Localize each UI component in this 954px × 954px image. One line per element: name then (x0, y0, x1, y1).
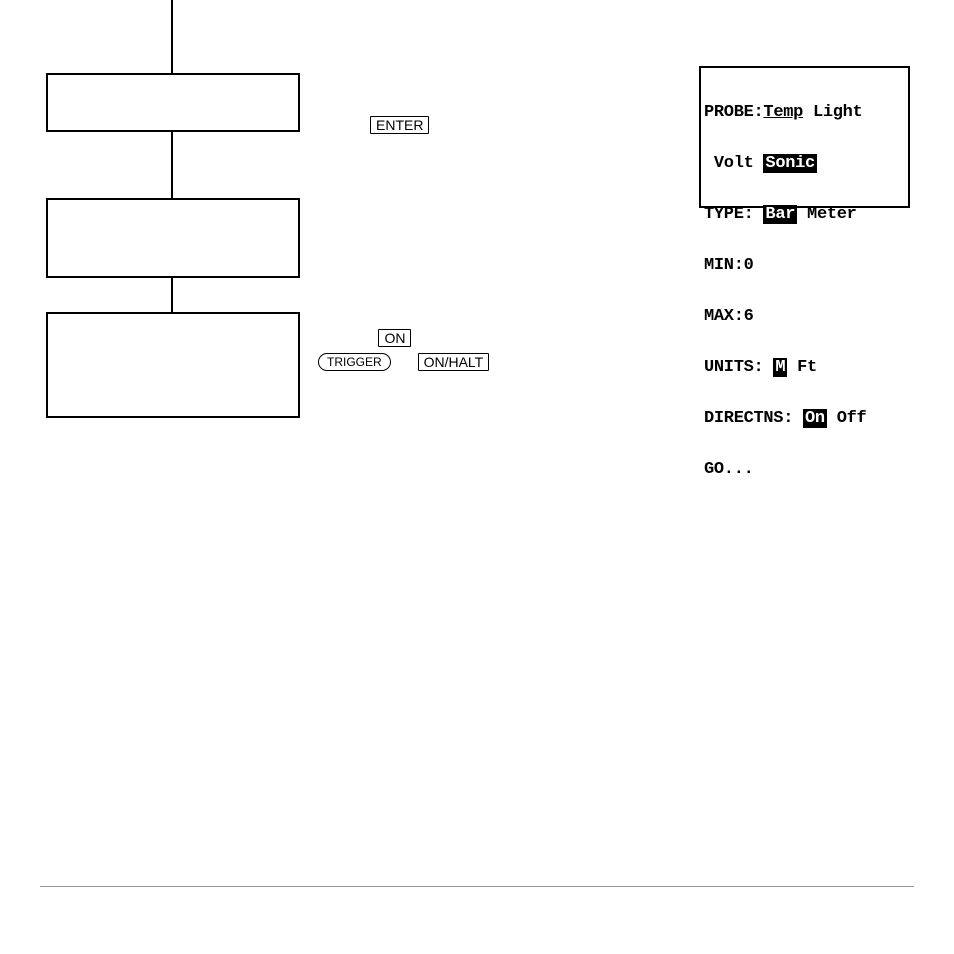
lcd-row-6: UNITS: M Ft (704, 359, 905, 376)
page-root: ENTER ON TRIGGER ON/HALT PROBE:Temp Ligh… (0, 0, 954, 954)
flow-box-3 (46, 312, 300, 418)
enter-key: ENTER (370, 116, 429, 134)
lcd-row-4: MIN:0 (704, 257, 905, 274)
flow-box-1 (46, 73, 300, 132)
lcd-screen: PROBE:Temp Light Volt Sonic TYPE: Bar Me… (699, 66, 910, 208)
lcd-row-3: TYPE: Bar Meter (704, 206, 905, 223)
lcd-row-8: GO... (704, 461, 905, 478)
lcd-row-7: DIRECTNS: On Off (704, 410, 905, 427)
lcd-sel-sonic: Sonic (763, 154, 817, 173)
lcd-row-2: Volt Sonic (704, 155, 905, 172)
lcd-sel-bar: Bar (763, 205, 797, 224)
lcd-row-5: MAX:6 (704, 308, 905, 325)
keys-group-on-trigger: ON TRIGGER ON/HALT (318, 329, 518, 371)
flow-line-1 (171, 0, 173, 73)
flow-box-2 (46, 198, 300, 278)
flow-line-2 (171, 132, 173, 198)
lcd-sel-on: On (803, 409, 827, 428)
keys-group-enter: ENTER (370, 116, 429, 134)
footer-rule (40, 886, 914, 887)
trigger-key: TRIGGER (318, 353, 391, 371)
lcd-sel-m: M (773, 358, 787, 377)
onhalt-key: ON/HALT (418, 353, 490, 371)
on-key: ON (378, 329, 411, 347)
flow-line-3 (171, 278, 173, 312)
lcd-row-1: PROBE:Temp Light (704, 104, 905, 121)
